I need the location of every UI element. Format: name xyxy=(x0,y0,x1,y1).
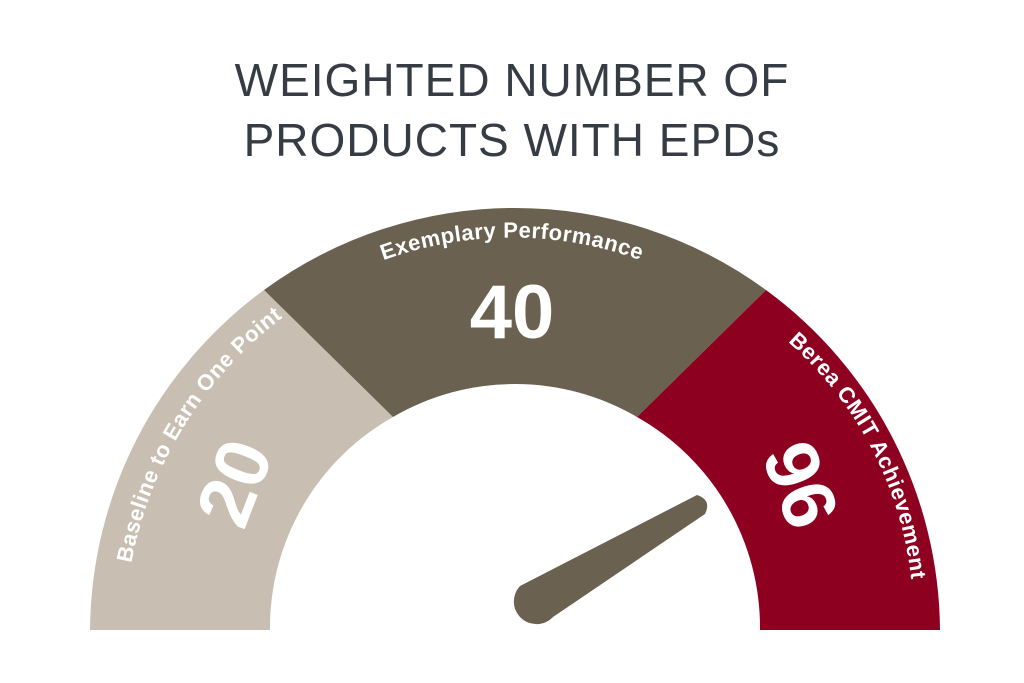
gauge-segment-achievement xyxy=(637,290,940,630)
chart-title-line-1: WEIGHTED NUMBER OF xyxy=(234,54,790,106)
chart-title: WEIGHTED NUMBER OF PRODUCTS WITH EPDs xyxy=(0,50,1024,170)
gauge-needle xyxy=(513,495,708,625)
segment-value-exemplary: 40 xyxy=(470,270,555,355)
chart-title-line-2: PRODUCTS WITH EPDs xyxy=(243,114,781,166)
gauge-segment-exemplary xyxy=(264,207,766,417)
gauge-segment-baseline xyxy=(90,290,393,630)
